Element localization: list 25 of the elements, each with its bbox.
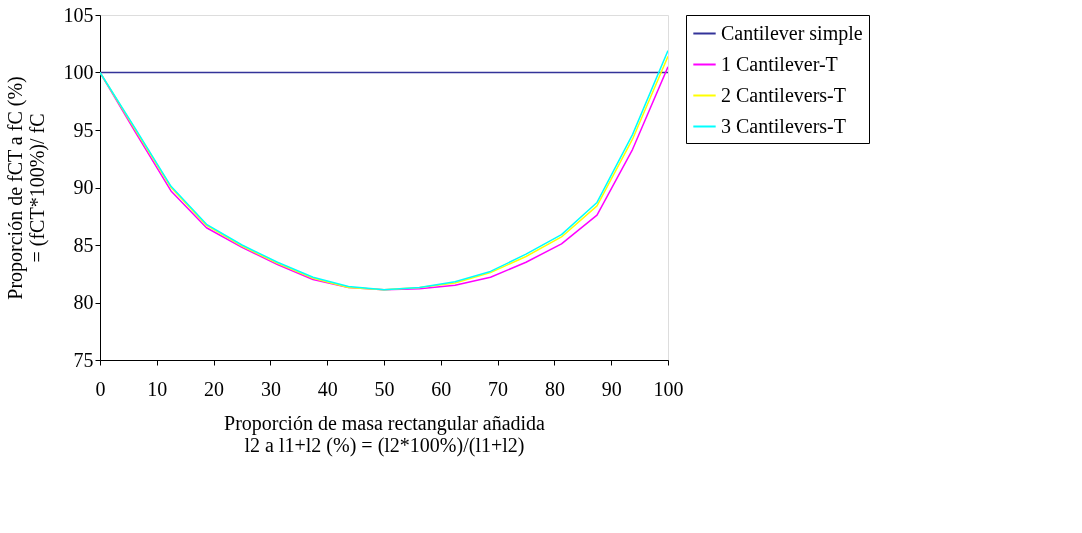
x-tick-label: 40 <box>317 377 338 400</box>
x-tick-label: 80 <box>544 377 565 400</box>
text: = (fCT*100%)/ fC <box>25 113 48 263</box>
y-tick-label: 80 <box>73 291 94 313</box>
legend-label: 2 Cantilevers-T <box>721 83 846 106</box>
y-tick-label: 85 <box>73 233 94 256</box>
x-tick-label: 0 <box>95 377 106 400</box>
y-tick-label: 75 <box>73 348 94 371</box>
x-tick-label: 30 <box>260 377 281 400</box>
y-tick-label: 100 <box>63 61 94 83</box>
x-tick-label: 10 <box>147 377 168 400</box>
y-tick-label: 90 <box>73 176 94 198</box>
legend-label: Cantilever simple <box>721 21 863 45</box>
x-tick-label: 100 <box>653 377 684 400</box>
x-tick-label: 50 <box>374 377 395 400</box>
x-tick-label: 20 <box>204 377 225 400</box>
x-tick-label: 70 <box>488 377 509 400</box>
legend-label: 1 Cantilever-T <box>721 52 838 75</box>
x-tick-label: 90 <box>601 377 622 400</box>
legend-label: 3 Cantilevers-T <box>721 114 846 137</box>
y-tick-label: 105 <box>63 3 94 26</box>
text: Proporción de fCT a fC (%) <box>3 76 26 300</box>
text: Proporción de masa rectangular añadida <box>224 411 545 434</box>
x-tick-label: 60 <box>431 377 452 400</box>
y-tick-label: 95 <box>73 118 94 141</box>
